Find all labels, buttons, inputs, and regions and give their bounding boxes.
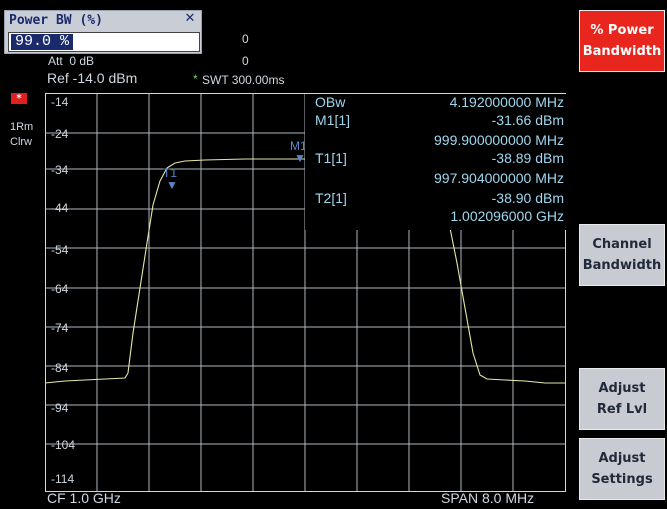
power-bandwidth-softkey[interactable]: % Power Bandwidth <box>579 10 665 72</box>
y-tick: -74 <box>51 321 69 335</box>
y-tick: -44 <box>51 201 69 215</box>
marker-row: M1[1] -31.66 dBm <box>315 112 564 128</box>
marker-row: T2[1] -38.90 dBm <box>315 190 564 206</box>
power-bw-value: 99.0 % <box>11 34 74 50</box>
y-tick: -94 <box>51 401 69 415</box>
power-bw-dialog: Power BW (%) ✕ 99.0 % <box>4 10 202 54</box>
marker-m1-label: M1 <box>290 139 307 153</box>
spectrum-trace <box>45 158 566 384</box>
frequency-span: SPAN 8.0 MHz <box>441 490 535 506</box>
trace-tag: * <box>11 93 27 104</box>
dialog-title: Power BW (%) <box>9 13 103 28</box>
reference-level: Ref -14.0 dBm <box>47 70 138 86</box>
marker-row: T1[1] -38.89 dBm <box>315 150 564 166</box>
header-value-2: 0 <box>242 54 249 68</box>
adjust-settings-softkey[interactable]: Adjust Settings <box>579 438 665 500</box>
marker-table: OBw 4.192000000 MHz M1[1] -31.66 dBm 999.9… <box>305 94 566 230</box>
y-tick: -104 <box>51 438 76 452</box>
trace-mode-2: Clrw <box>10 136 32 148</box>
swt-mark: * <box>193 72 198 86</box>
header-value-1: 0 <box>242 32 249 46</box>
adjust-ref-lvl-softkey[interactable]: Adjust Ref Lvl <box>579 368 665 430</box>
y-tick: -54 <box>51 243 69 257</box>
marker-row: OBw 4.192000000 MHz <box>315 94 564 110</box>
marker-row: 1.002096000 GHz <box>450 208 564 224</box>
y-tick: -34 <box>51 163 69 177</box>
power-bw-input[interactable]: 99.0 % <box>8 32 200 52</box>
center-frequency: CF 1.0 GHz <box>47 490 121 506</box>
channel-bandwidth-softkey[interactable]: Channel Bandwidth <box>579 224 665 286</box>
close-icon[interactable]: ✕ <box>184 11 196 26</box>
marker-m1-icon: ▼ <box>294 151 306 165</box>
trace-mode-1: 1Rm <box>10 121 34 133</box>
marker-t1-label: T1 <box>163 166 178 180</box>
marker-row: 999.900000000 MHz <box>434 132 564 148</box>
marker-t1-icon: ▼ <box>166 178 178 192</box>
attenuation-label: Att 0 dB <box>48 54 95 68</box>
y-tick: -14 <box>51 95 69 109</box>
y-tick: -84 <box>51 361 69 375</box>
y-tick: -114 <box>51 472 75 486</box>
y-tick: -24 <box>51 127 69 141</box>
sweep-time: SWT 300.00ms <box>202 73 285 87</box>
marker-row: 997.904000000 MHz <box>434 170 564 186</box>
y-tick: -64 <box>51 282 69 296</box>
